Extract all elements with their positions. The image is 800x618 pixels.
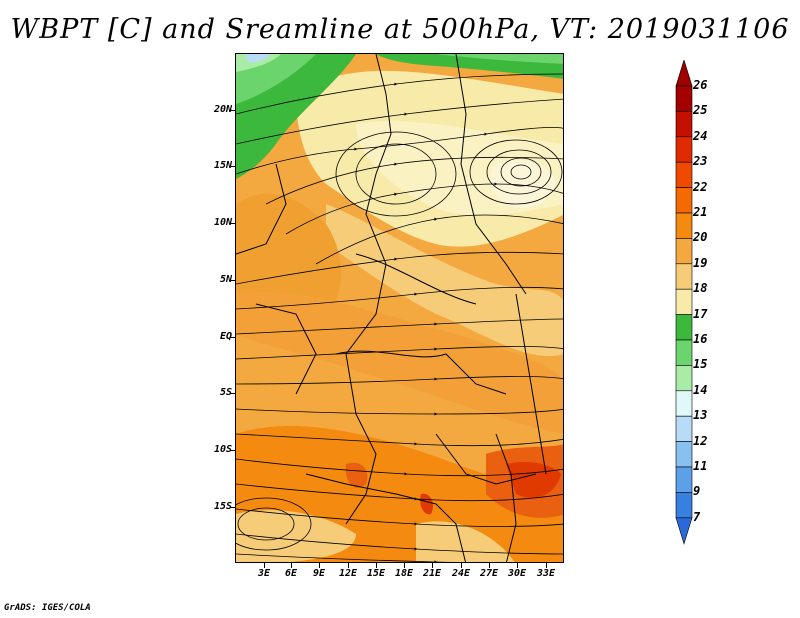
lat-tick — [230, 223, 235, 224]
colorbar-segment — [675, 263, 693, 290]
lat-tick — [230, 507, 235, 508]
lon-tick — [404, 563, 405, 568]
lat-label-15n: 15N — [213, 160, 232, 171]
colorbar-segment — [675, 85, 693, 112]
lon-label-33e: 33E — [536, 568, 556, 579]
lon-label-6e: 6E — [284, 568, 298, 579]
wbpt-19-region-sw — [236, 510, 356, 562]
lat-label-10s: 10S — [213, 444, 232, 455]
colorbar-label: 9 — [693, 484, 701, 499]
colorbar-segment — [675, 441, 693, 468]
colorbar-segments — [675, 60, 693, 545]
lat-label-15s: 15S — [213, 501, 232, 512]
colorbar-label: 22 — [693, 179, 708, 194]
lat-label-eq: EQ — [219, 331, 232, 342]
lon-tick — [517, 563, 518, 568]
wbpt-19-region-south — [416, 521, 515, 562]
lon-label-24e: 24E — [451, 568, 471, 579]
streamlines — [236, 73, 563, 562]
wbpt-16-region-north — [436, 54, 563, 64]
lat-tick — [230, 337, 235, 338]
lon-label-9e: 9E — [312, 568, 326, 579]
chart-title: WBPT [C] and Sreamline at 500hPa, VT: 20… — [10, 14, 790, 45]
colorbar-label: 18 — [693, 281, 708, 296]
wbpt-warm-patch-2 — [420, 493, 433, 515]
colorbar-segment — [675, 339, 693, 366]
wbpt-field-map — [236, 54, 563, 562]
wbpt-warm-patch — [345, 462, 368, 488]
lon-label-21e: 21E — [422, 568, 442, 579]
colorbar-segment — [675, 212, 693, 239]
wbpt-west-warm — [236, 193, 341, 318]
lon-label-12e: 12E — [338, 568, 358, 579]
lon-tick — [319, 563, 320, 568]
colorbar-segment — [675, 492, 693, 519]
lon-tick — [461, 563, 462, 568]
colorbar-label: 13 — [693, 408, 708, 423]
lat-label-5n: 5N — [219, 274, 232, 285]
vortex-circulation — [236, 131, 563, 551]
wbpt-vortex-region — [490, 160, 556, 208]
colorbar-segment — [675, 415, 693, 442]
lat-tick — [230, 280, 235, 281]
colorbar-segment — [675, 288, 693, 315]
lon-tick — [291, 563, 292, 568]
lon-tick — [376, 563, 377, 568]
colorbar-label: 15 — [693, 357, 708, 372]
colorbar-segment — [675, 161, 693, 188]
colorbar-label: 11 — [693, 459, 708, 473]
colorbar-segment — [675, 314, 693, 341]
colorbar — [675, 60, 693, 545]
colorbar-segment — [675, 390, 693, 417]
colorbar-label: 23 — [693, 154, 708, 169]
colorbar-label: 19 — [693, 255, 708, 270]
lat-tick — [230, 110, 235, 111]
colorbar-label: 24 — [693, 128, 708, 143]
lat-label-20n: 20N — [213, 104, 232, 115]
lat-tick — [230, 166, 235, 167]
colorbar-segment — [675, 111, 693, 138]
colorbar-segment — [675, 365, 693, 392]
colorbar-segment — [675, 466, 693, 493]
colorbar-label: 7 — [693, 509, 701, 524]
lon-label-15e: 15E — [366, 568, 386, 579]
colorbar-label: 12 — [693, 433, 708, 448]
colorbar-segment — [675, 136, 693, 163]
colorbar-label: 20 — [693, 230, 708, 245]
lon-tick — [432, 563, 433, 568]
lon-label-30e: 30E — [507, 568, 527, 579]
colorbar-label: 21 — [693, 205, 708, 219]
colorbar-label: 16 — [693, 332, 708, 346]
colorbar-label: 14 — [693, 382, 708, 397]
wbpt-14-region — [246, 54, 271, 63]
wbpt-central-band — [236, 292, 563, 434]
lon-label-18e: 18E — [394, 568, 414, 579]
lat-label-10n: 10N — [213, 217, 232, 228]
lat-tick — [230, 450, 235, 451]
grads-credit: GrADS: IGES/COLA — [4, 603, 91, 613]
lon-label-3e: 3E — [257, 568, 271, 579]
colorbar-label: 17 — [693, 306, 708, 321]
colorbar-upper-triangle — [675, 60, 693, 87]
lon-tick — [348, 563, 349, 568]
lon-tick — [546, 563, 547, 568]
colorbar-label: 26 — [693, 78, 708, 92]
map-panel — [235, 53, 564, 563]
colorbar-label: 25 — [693, 103, 708, 118]
lon-tick — [489, 563, 490, 568]
colorbar-segment — [675, 187, 693, 214]
colorbar-segment — [675, 238, 693, 265]
lat-label-5s: 5S — [219, 387, 232, 398]
lon-tick — [264, 563, 265, 568]
lon-label-27e: 27E — [479, 568, 499, 579]
wbpt-19-band — [326, 204, 563, 356]
lat-tick — [230, 393, 235, 394]
colorbar-lower-triangle — [675, 517, 693, 545]
